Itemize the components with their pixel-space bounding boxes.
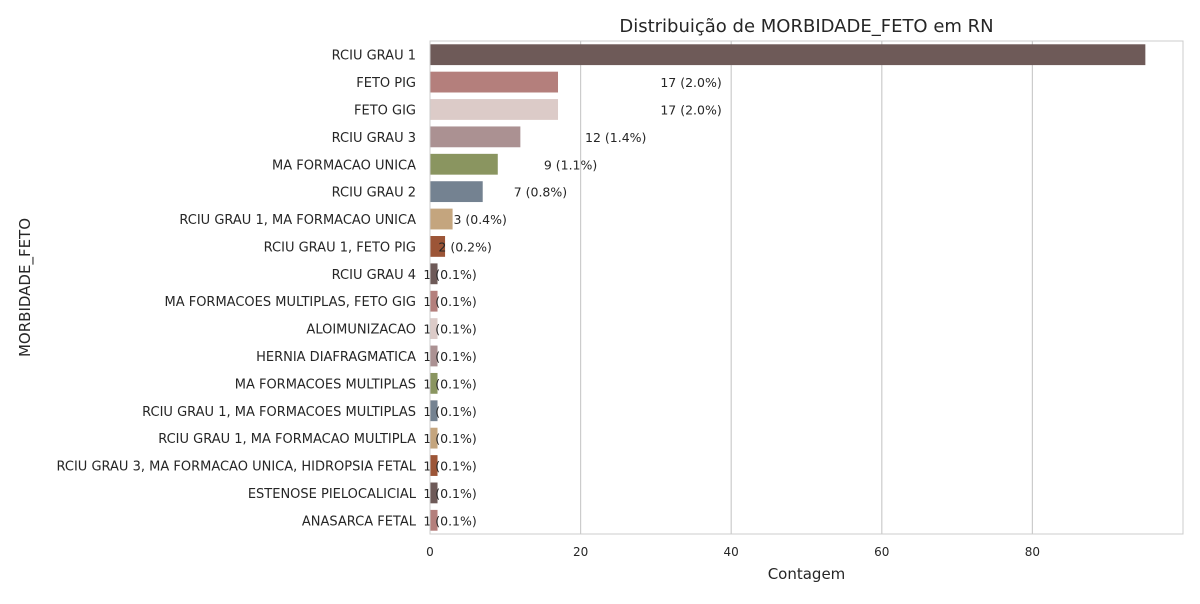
data-label: 1 (0.1%) (423, 459, 476, 474)
category-label: ESTENOSE PIELOCALICIAL (248, 487, 417, 502)
x-tick-label: 60 (874, 545, 889, 559)
data-label: 1 (0.1%) (423, 349, 476, 364)
category-label: HERNIA DIAFRAGMATICA (256, 350, 416, 365)
bar (430, 208, 453, 230)
y-axis-label: MORBIDADE_FETO (16, 218, 35, 357)
bar (430, 509, 438, 531)
data-label-layer: 17 (2.0%) 17 (2.0%) 12 (1.4%) 9 (1.1%) 7 (0.… (423, 75, 721, 528)
bar (430, 482, 438, 504)
category-label: MA FORMACOES MULTIPLAS (235, 377, 416, 392)
data-label: 1 (0.1%) (423, 294, 476, 309)
data-label: 2 (0.2%) (438, 239, 491, 254)
data-label: 1 (0.1%) (423, 513, 476, 528)
category-label: RCIU GRAU 1, MA FORMACAO MULTIPLA (158, 432, 416, 447)
category-label: RCIU GRAU 1, MA FORMACOES MULTIPLAS (142, 405, 416, 420)
chart-title: Distribuição de MORBIDADE_FETO em RN (619, 16, 993, 37)
data-label: 1 (0.1%) (423, 322, 476, 337)
bar-layer (430, 44, 1146, 531)
bar (430, 345, 438, 367)
x-tick-label: 80 (1025, 545, 1040, 559)
category-label: ANASARCA FETAL (302, 514, 417, 529)
data-label: 1 (0.1%) (423, 431, 476, 446)
x-tick-label: 20 (573, 545, 588, 559)
bar (430, 400, 438, 422)
category-label: FETO GIG (354, 103, 416, 118)
bar (430, 44, 1146, 66)
bar (430, 71, 559, 93)
bar (430, 427, 438, 449)
data-label: 9 (1.1%) (544, 157, 597, 172)
data-label: 1 (0.1%) (423, 486, 476, 501)
bar (430, 153, 498, 175)
category-label-layer: RCIU GRAU 1 FETO PIG FETO GIG RCIU GRAU 3 MA… (57, 49, 417, 530)
data-label: 17 (2.0%) (660, 75, 721, 90)
category-label: RCIU GRAU 2 (332, 186, 416, 201)
x-tick-layer: 0 20 40 60 80 (426, 545, 1040, 559)
bar (430, 372, 438, 394)
category-label: RCIU GRAU 3 (332, 131, 416, 146)
bar (430, 263, 438, 285)
data-label: 1 (0.1%) (423, 267, 476, 282)
data-label: 1 (0.1%) (423, 404, 476, 419)
bar (430, 290, 438, 312)
plot-frame (429, 40, 1184, 535)
category-label: RCIU GRAU 3, MA FORMACAO UNICA, HIDROPSI… (57, 460, 417, 475)
data-label: 1 (0.1%) (423, 376, 476, 391)
category-label: RCIU GRAU 1, MA FORMACAO UNICA (179, 213, 416, 228)
x-tick-label: 0 (426, 545, 434, 559)
data-label: 17 (2.0%) (660, 102, 721, 117)
category-label: RCIU GRAU 1 (332, 49, 416, 64)
data-label: 12 (1.4%) (585, 130, 646, 145)
bar (430, 181, 483, 203)
x-axis-label: Contagem (768, 565, 846, 583)
bar (430, 236, 446, 257)
category-label: ALOIMUNIZACAO (306, 323, 416, 338)
data-label: 7 (0.8%) (514, 185, 567, 200)
category-label: MA FORMACAO UNICA (272, 158, 416, 173)
grid-layer (579, 41, 1034, 534)
bar (430, 99, 559, 120)
category-label: RCIU GRAU 1, FETO PIG (264, 240, 416, 255)
data-label: 3 (0.4%) (453, 212, 506, 227)
bar (430, 318, 438, 339)
category-label: RCIU GRAU 4 (332, 268, 416, 283)
bar (430, 455, 438, 476)
category-label: FETO PIG (356, 76, 416, 91)
category-label: MA FORMACOES MULTIPLAS, FETO GIG (164, 295, 416, 310)
bar (430, 126, 521, 148)
x-tick-label: 40 (724, 545, 739, 559)
